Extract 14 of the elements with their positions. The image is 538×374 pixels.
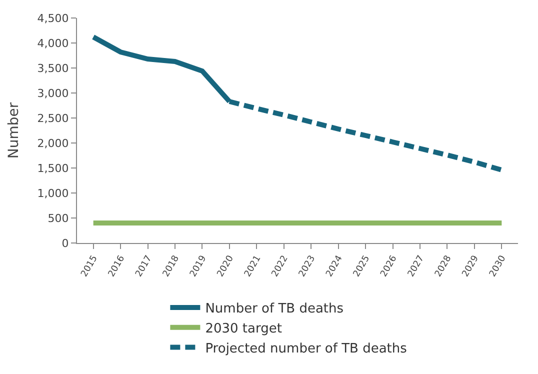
y-tick-label: 4,000 — [37, 36, 69, 50]
y-tick-label: 0 — [62, 236, 69, 250]
y-tick-label: 3,000 — [37, 86, 69, 100]
y-axis-title: Number — [6, 102, 22, 159]
y-tick-label: 2,500 — [37, 112, 69, 125]
y-tick-label: 2,000 — [37, 136, 69, 150]
y-tick-label: 500 — [48, 212, 69, 225]
y-tick-label: 1,000 — [37, 186, 69, 200]
y-tick-label: 1,500 — [37, 162, 69, 175]
legend-label: 2030 target — [205, 321, 282, 336]
y-tick-label: 4,500 — [37, 12, 69, 25]
legend-label: Projected number of TB deaths — [205, 341, 408, 356]
legend-label: Number of TB deaths — [205, 302, 344, 317]
y-tick-label: 3,500 — [37, 62, 69, 75]
